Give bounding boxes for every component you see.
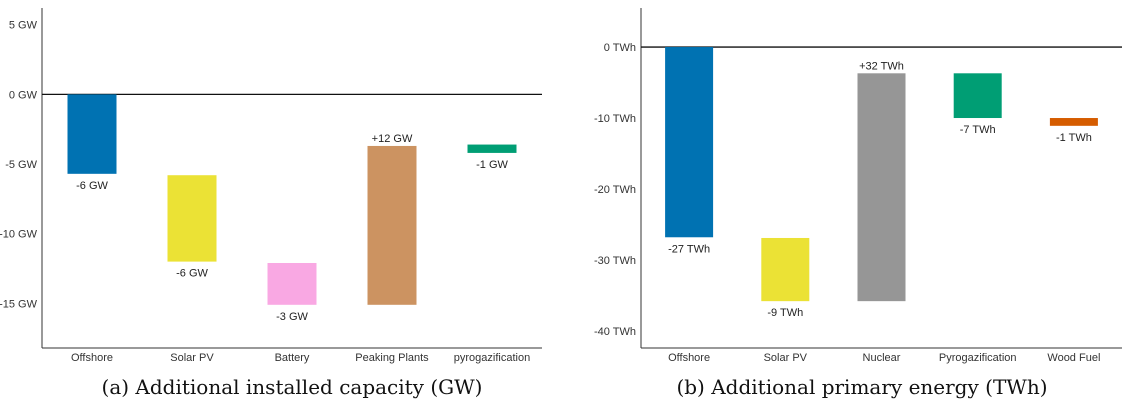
y-tick-label: 5 GW bbox=[9, 20, 38, 32]
data-label: -6 GW bbox=[176, 268, 208, 280]
data-label: +32 TWh bbox=[859, 60, 904, 72]
data-label: -27 TWh bbox=[668, 243, 710, 255]
chart-panel-a: 5 GW 0 GW -5 GW -10 GW -15 GW -6 GW Offshore -6… bbox=[0, 8, 542, 399]
y-tick-label: -30 TWh bbox=[594, 255, 636, 267]
x-tick-label: Peaking Plants bbox=[355, 352, 429, 364]
bar-nuclear bbox=[857, 73, 906, 302]
y-tick-label: -10 GW bbox=[0, 229, 38, 241]
x-tick-label: Wood Fuel bbox=[1047, 352, 1100, 364]
y-tick-label: -10 TWh bbox=[594, 113, 636, 125]
bar-offshore bbox=[67, 94, 117, 174]
data-label: -3 GW bbox=[276, 311, 308, 323]
x-tick-label: pyrogazification bbox=[454, 352, 530, 364]
chart-caption: (b) Additional primary energy (TWh) bbox=[676, 375, 1047, 399]
y-tick-label: 0 GW bbox=[9, 89, 38, 101]
bar-wood-fuel bbox=[1049, 118, 1098, 126]
bar-battery bbox=[267, 263, 317, 305]
x-tick-label: Pyrogazification bbox=[939, 352, 1017, 364]
data-label: -1 GW bbox=[476, 159, 508, 171]
y-tick-label: -40 TWh bbox=[594, 326, 636, 338]
x-tick-label: Solar PV bbox=[170, 352, 214, 364]
data-label: -9 TWh bbox=[767, 307, 803, 319]
bar-offshore bbox=[665, 47, 714, 238]
y-tick-label: 0 TWh bbox=[604, 42, 636, 54]
x-tick-label: Nuclear bbox=[863, 352, 901, 364]
bar-solar-pv bbox=[167, 175, 217, 262]
x-tick-label: Battery bbox=[275, 352, 310, 364]
x-tick-label: Offshore bbox=[668, 352, 710, 364]
x-tick-label: Offshore bbox=[71, 352, 113, 364]
y-tick-label: -20 TWh bbox=[594, 184, 636, 196]
chart-panel-b: 0 TWh -10 TWh -20 TWh -30 TWh -40 TWh -27 TWh… bbox=[594, 8, 1122, 399]
data-label: -6 GW bbox=[76, 180, 108, 192]
bar-pyrogazification bbox=[467, 144, 517, 153]
data-label: -1 TWh bbox=[1056, 132, 1092, 144]
data-label: -7 TWh bbox=[960, 124, 996, 136]
y-tick-label: -5 GW bbox=[5, 159, 37, 171]
bar-peaking-plants bbox=[367, 145, 417, 305]
chart-caption: (a) Additional installed capacity (GW) bbox=[102, 375, 483, 399]
bar-solar-pv bbox=[761, 237, 810, 302]
x-tick-label: Solar PV bbox=[764, 352, 808, 364]
y-tick-label: -15 GW bbox=[0, 298, 38, 310]
data-label: +12 GW bbox=[372, 133, 413, 145]
bar-pyrogazification bbox=[953, 73, 1002, 119]
